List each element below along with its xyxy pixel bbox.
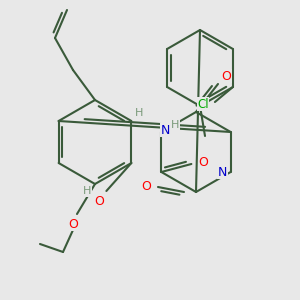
Text: O: O [94,194,104,208]
Text: N: N [218,166,227,178]
Text: O: O [221,70,231,83]
Text: H: H [134,107,143,118]
Text: O: O [141,179,151,193]
Text: Cl: Cl [197,98,209,110]
Text: O: O [198,155,208,169]
Text: H: H [83,186,92,196]
Text: O: O [68,218,78,230]
Text: N: N [161,124,170,136]
Text: H: H [171,120,179,130]
